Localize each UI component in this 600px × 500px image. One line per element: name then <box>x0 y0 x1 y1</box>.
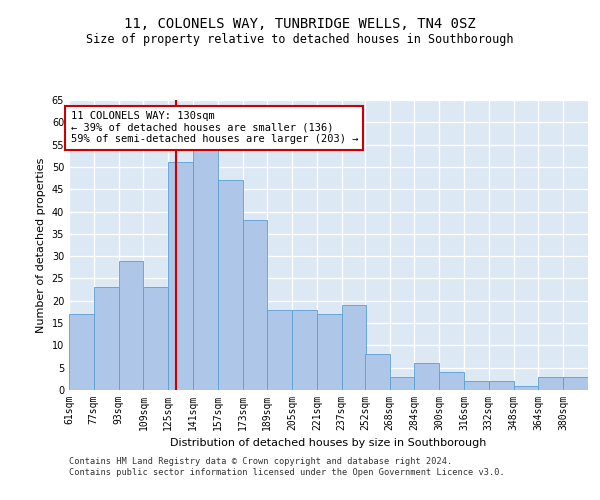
Bar <box>389 376 415 390</box>
Bar <box>464 381 489 390</box>
Bar <box>292 310 317 390</box>
Bar <box>538 376 563 390</box>
Bar <box>341 305 367 390</box>
Bar <box>563 376 588 390</box>
Bar <box>168 162 193 390</box>
Bar <box>439 372 464 390</box>
Bar <box>317 314 341 390</box>
Bar <box>489 381 514 390</box>
Bar <box>218 180 242 390</box>
Text: 11, COLONELS WAY, TUNBRIDGE WELLS, TN4 0SZ: 11, COLONELS WAY, TUNBRIDGE WELLS, TN4 0… <box>124 18 476 32</box>
Text: Size of property relative to detached houses in Southborough: Size of property relative to detached ho… <box>86 32 514 46</box>
X-axis label: Distribution of detached houses by size in Southborough: Distribution of detached houses by size … <box>170 438 487 448</box>
Bar <box>143 288 168 390</box>
Bar <box>268 310 292 390</box>
Bar <box>119 260 143 390</box>
Text: Contains HM Land Registry data © Crown copyright and database right 2024.
Contai: Contains HM Land Registry data © Crown c… <box>69 458 505 477</box>
Bar <box>365 354 389 390</box>
Bar <box>94 288 119 390</box>
Bar <box>193 149 218 390</box>
Y-axis label: Number of detached properties: Number of detached properties <box>36 158 46 332</box>
Bar <box>415 363 439 390</box>
Bar <box>242 220 268 390</box>
Text: 11 COLONELS WAY: 130sqm
← 39% of detached houses are smaller (136)
59% of semi-d: 11 COLONELS WAY: 130sqm ← 39% of detache… <box>71 111 358 144</box>
Bar <box>69 314 94 390</box>
Bar <box>514 386 538 390</box>
